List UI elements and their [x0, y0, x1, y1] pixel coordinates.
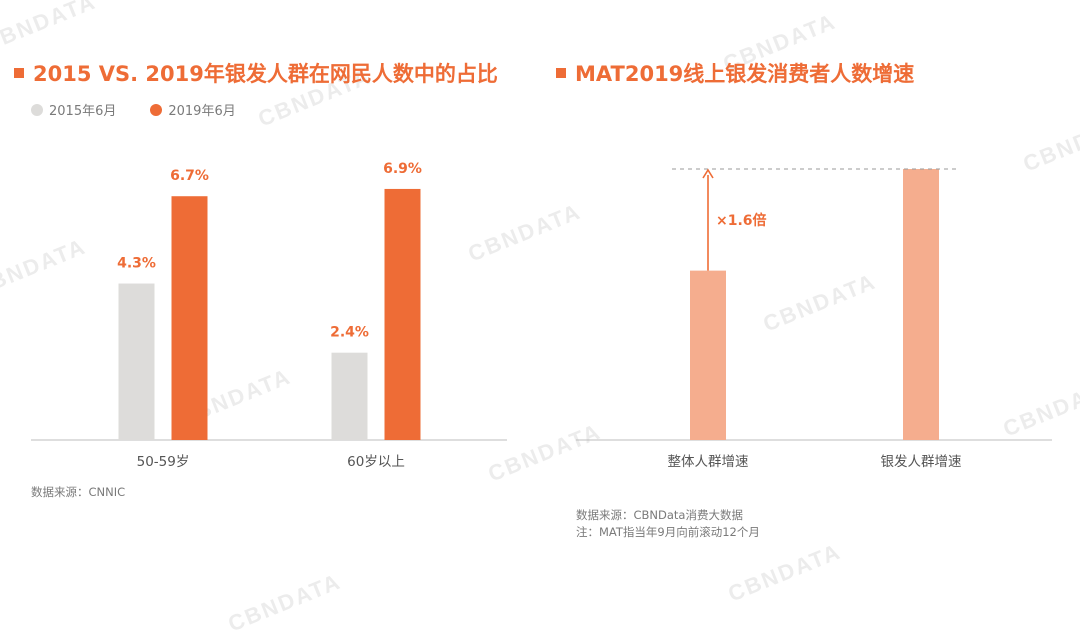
left-chart-title: 2015 VS. 2019年银发人群在网民人数中的占比	[14, 58, 498, 88]
bar	[118, 283, 155, 440]
left-chart-source: 数据来源：CNNIC	[31, 485, 126, 499]
data-label: 6.9%	[383, 161, 422, 177]
legend-label: 2015年6月	[49, 104, 117, 119]
title-square-icon	[14, 68, 24, 78]
legend-swatch-icon	[31, 103, 43, 116]
x-tick-label: 整体人群增速	[668, 454, 749, 470]
left-chart-legend: 2015年6月 2019年6月	[31, 100, 236, 119]
left-chart-title-text: 2015 VS. 2019年银发人群在网民人数中的占比	[33, 62, 498, 86]
data-label: 6.7%	[170, 168, 209, 184]
bar	[690, 270, 726, 440]
right-chart-source-line: 数据来源：CBNData消费大数据	[576, 508, 743, 522]
legend-item-2019: 2019年6月	[150, 100, 236, 119]
x-tick-label: 银发人群增速	[881, 454, 962, 470]
data-label: 2.4%	[330, 325, 369, 341]
legend-item-2015: 2015年6月	[31, 100, 116, 119]
bar	[171, 196, 208, 440]
data-label: 4.3%	[117, 256, 156, 272]
legend-label: 2019年6月	[168, 104, 236, 119]
charts-canvas: 4.3% 6.7% 50-59岁 2.4% 6.9% 60岁以上 整体人群增速 银发人群增速 ×…	[31, 161, 1052, 470]
legend-swatch-icon	[150, 103, 163, 116]
bar	[384, 188, 421, 440]
right-chart-source: 数据来源：CBNData消费大数据 注：MAT指当年9月向前滚动12个月	[576, 507, 760, 541]
growth-arrow-head-icon	[702, 168, 714, 179]
growth-annotation: ×1.6倍	[716, 212, 767, 229]
right-chart-title-text: MAT2019线上银发消费者人数增速	[575, 62, 915, 86]
bar	[903, 169, 939, 440]
bar	[331, 352, 368, 440]
x-tick-label: 50-59岁	[137, 454, 190, 470]
right-chart-note-line: 注：MAT指当年9月向前滚动12个月	[576, 525, 760, 539]
title-square-icon	[556, 68, 566, 78]
right-chart-title: MAT2019线上银发消费者人数增速	[556, 58, 914, 88]
x-tick-label: 60岁以上	[347, 454, 405, 470]
